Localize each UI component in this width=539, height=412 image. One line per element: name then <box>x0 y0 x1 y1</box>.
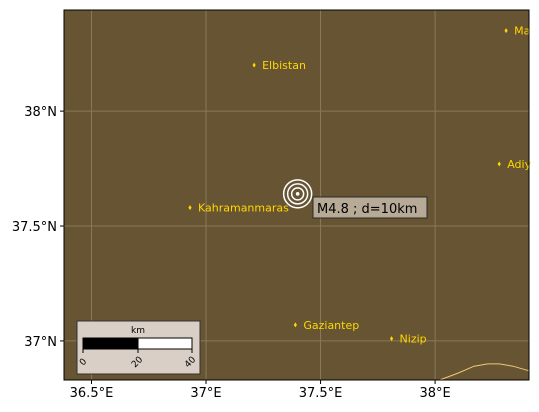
y-tick-label: 38°N <box>24 105 57 120</box>
event-label-box <box>312 196 428 219</box>
city-label: Ma <box>514 25 530 38</box>
city-marker <box>252 62 256 68</box>
x-tick-label: 37°E <box>190 386 221 401</box>
city-marker <box>504 28 508 34</box>
y-tick-label: 37°N <box>24 335 57 350</box>
scale-bar-tick-label-0: 0 <box>78 357 89 368</box>
scale-bar-black-segment <box>82 337 139 350</box>
city-label: Adiy <box>507 158 531 171</box>
city-marker <box>497 161 501 167</box>
event-ring-outer <box>282 179 313 209</box>
x-tick-label: 38°E <box>419 386 450 401</box>
city-label: Elbistan <box>262 59 306 72</box>
event-ring-inner <box>290 187 305 201</box>
scale-bar-white-segment <box>137 337 193 350</box>
event-ring-middle <box>286 183 309 205</box>
graticule <box>64 10 529 380</box>
city-label: Gaziantep <box>303 319 359 332</box>
city-markers: Elbistan Kahramanmaras Gaziantep Nizip Ma Adi… <box>188 25 532 346</box>
coastline <box>439 363 530 381</box>
city-label: Nizip <box>400 333 427 346</box>
city-marker <box>293 322 297 328</box>
city-marker <box>188 205 192 211</box>
event-label: M4.8 ; d=10km <box>317 202 417 217</box>
x-tick-label: 37.5°E <box>299 386 343 401</box>
map-frame <box>63 9 530 381</box>
x-tick-label: 36.5°E <box>70 386 114 401</box>
coastline-path <box>439 363 530 381</box>
x-axis-ticks: 36.5°E 37°E 37.5°E 38°E <box>70 380 451 401</box>
y-axis-ticks: 38°N 37.5°N 37°N <box>12 105 64 350</box>
earthquake-event: M4.8 ; d=10km <box>282 179 428 219</box>
y-tick-label: 37.5°N <box>12 220 57 235</box>
scale-bar: km 0 20 40 <box>76 320 201 375</box>
event-epicenter-dot <box>295 192 300 196</box>
city-marker <box>389 336 394 342</box>
scale-bar-unit-label: km <box>131 326 145 336</box>
city-label: Kahramanmaras <box>198 202 289 215</box>
